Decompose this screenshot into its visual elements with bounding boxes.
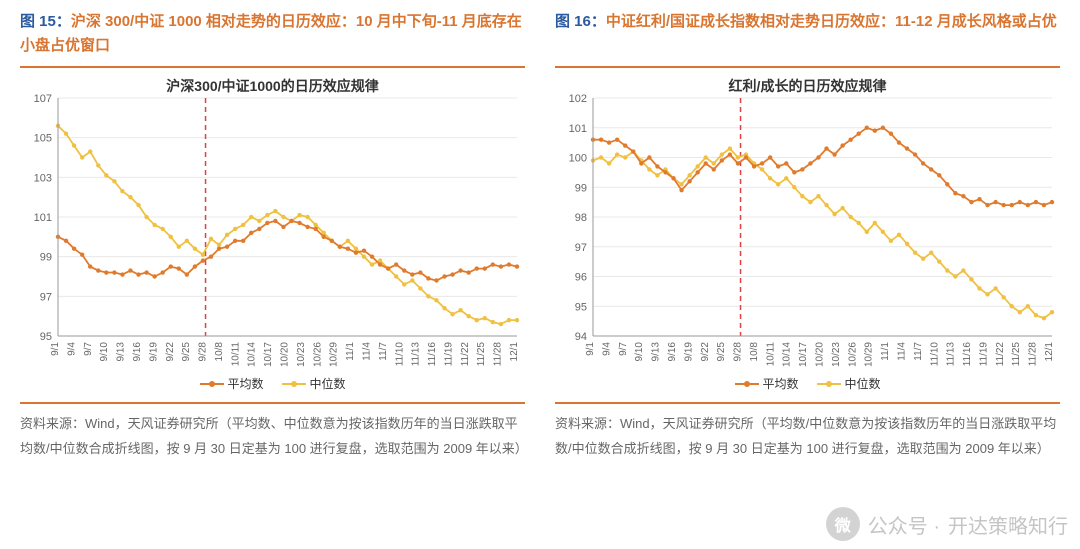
svg-text:11/25: 11/25	[476, 342, 487, 367]
svg-text:9/22: 9/22	[700, 342, 711, 362]
svg-text:12/1: 12/1	[1044, 342, 1055, 362]
svg-text:9/13: 9/13	[116, 342, 127, 362]
svg-text:9/19: 9/19	[683, 342, 694, 362]
svg-text:99: 99	[575, 182, 587, 194]
svg-text:97: 97	[40, 291, 52, 303]
svg-text:12/1: 12/1	[509, 342, 520, 362]
title-text: 沪深 300/中证 1000 相对走势的日历效应：10 月中下旬-11 月底存在…	[20, 13, 522, 54]
svg-text:101: 101	[569, 123, 587, 135]
svg-text:10/11: 10/11	[765, 342, 776, 367]
left-chart: 沪深300/中证1000的日历效应规律 9597991011031051079/…	[20, 66, 525, 396]
svg-text:11/19: 11/19	[978, 342, 989, 367]
svg-text:105: 105	[34, 133, 52, 145]
svg-text:11/19: 11/19	[443, 342, 454, 367]
svg-text:11/1: 11/1	[345, 342, 356, 361]
svg-text:9/25: 9/25	[716, 342, 727, 362]
svg-text:11/10: 11/10	[394, 342, 405, 367]
svg-text:11/1: 11/1	[880, 342, 891, 361]
svg-text:11/13: 11/13	[411, 342, 422, 367]
svg-text:11/4: 11/4	[896, 342, 907, 361]
svg-text:9/25: 9/25	[181, 342, 192, 362]
svg-text:99: 99	[40, 252, 52, 264]
right-caption: 资料来源：Wind，天风证券研究所（平均数/中位数意为按该指数历年的当日涨跌取平…	[555, 402, 1060, 461]
svg-text:103: 103	[34, 172, 52, 184]
svg-text:10/14: 10/14	[782, 342, 793, 367]
svg-text:10/20: 10/20	[815, 342, 826, 367]
svg-text:9/22: 9/22	[165, 342, 176, 362]
svg-text:9/7: 9/7	[83, 342, 94, 356]
svg-text:101: 101	[34, 212, 52, 224]
svg-text:11/16: 11/16	[962, 342, 973, 367]
svg-text:10/8: 10/8	[749, 342, 760, 362]
chart-svg: 95 97 99 101 103 105 107 9/1 9/4 9/7 9/10 9/13 9/16 9…	[20, 68, 525, 396]
svg-text:10/26: 10/26	[312, 342, 323, 367]
watermark-prefix: 公众号 ·	[868, 510, 940, 539]
svg-text:11/16: 11/16	[427, 342, 438, 367]
svg-text:10/20: 10/20	[280, 342, 291, 367]
watermark-name: 开达策略知行	[948, 510, 1068, 539]
svg-text:10/11: 10/11	[230, 342, 241, 367]
svg-text:94: 94	[575, 331, 587, 343]
svg-text:97: 97	[575, 242, 587, 254]
svg-text:102: 102	[569, 93, 587, 105]
svg-text:95: 95	[40, 331, 52, 343]
svg-text:107: 107	[34, 93, 52, 105]
legend-avg: 平均数	[199, 375, 263, 392]
svg-text:9/4: 9/4	[66, 342, 77, 356]
svg-text:9/10: 9/10	[634, 342, 645, 362]
svg-text:9/10: 9/10	[99, 342, 110, 362]
svg-text:11/7: 11/7	[913, 342, 924, 361]
legend: 平均数 中位数	[734, 375, 880, 392]
wechat-icon: 微	[826, 507, 860, 541]
legend-median: 中位数	[817, 375, 881, 392]
svg-text:11/7: 11/7	[378, 342, 389, 361]
svg-text:10/8: 10/8	[214, 342, 225, 362]
svg-text:98: 98	[575, 212, 587, 224]
right-title: 图 16：中证红利/国证成长指数相对走势日历效应：11-12 月成长风格或占优	[555, 10, 1060, 58]
left-panel: 图 15：沪深 300/中证 1000 相对走势的日历效应：10 月中下旬-11…	[20, 10, 525, 461]
right-panel: 图 16：中证红利/国证成长指数相对走势日历效应：11-12 月成长风格或占优 …	[555, 10, 1060, 461]
svg-text:9/4: 9/4	[601, 342, 612, 356]
svg-text:10/29: 10/29	[864, 342, 875, 367]
svg-text:11/4: 11/4	[361, 342, 372, 361]
svg-text:11/28: 11/28	[1028, 342, 1039, 367]
chart-svg: 94 95 96 97 98 99 100 101 102 9/1 9/4 9/7 9/10 9/13 9/…	[555, 68, 1060, 396]
svg-text:11/28: 11/28	[493, 342, 504, 367]
svg-text:10/29: 10/29	[329, 342, 340, 367]
svg-text:9/7: 9/7	[618, 342, 629, 356]
left-title: 图 15：沪深 300/中证 1000 相对走势的日历效应：10 月中下旬-11…	[20, 10, 525, 58]
svg-text:9/28: 9/28	[198, 342, 209, 362]
svg-text:96: 96	[575, 272, 587, 284]
svg-text:95: 95	[575, 301, 587, 313]
left-caption: 资料来源：Wind，天风证券研究所（平均数、中位数意为按该指数历年的当日涨跌取平…	[20, 402, 525, 461]
svg-text:10/23: 10/23	[831, 342, 842, 367]
svg-text:10/26: 10/26	[847, 342, 858, 367]
svg-text:9/1: 9/1	[585, 342, 596, 356]
svg-text:10/23: 10/23	[296, 342, 307, 367]
watermark: 微 公众号 · 开达策略知行	[826, 507, 1068, 541]
svg-text:10/14: 10/14	[247, 342, 258, 367]
svg-text:9/1: 9/1	[50, 342, 61, 356]
svg-text:11/22: 11/22	[995, 342, 1006, 367]
fig-label: 图 15：	[20, 13, 71, 30]
svg-text:11/13: 11/13	[946, 342, 957, 367]
right-chart: 红利/成长的日历效应规律 9495969798991001011029/19/4…	[555, 66, 1060, 396]
svg-text:100: 100	[569, 153, 587, 165]
fig-label: 图 16：	[555, 13, 606, 30]
legend-median: 中位数	[282, 375, 346, 392]
svg-text:11/10: 11/10	[929, 342, 940, 367]
svg-text:9/28: 9/28	[733, 342, 744, 362]
title-text: 中证红利/国证成长指数相对走势日历效应：11-12 月成长风格或占优	[606, 13, 1057, 30]
svg-text:11/25: 11/25	[1011, 342, 1022, 367]
svg-text:9/16: 9/16	[667, 342, 678, 362]
svg-text:9/13: 9/13	[651, 342, 662, 362]
svg-text:9/16: 9/16	[132, 342, 143, 362]
legend-avg: 平均数	[734, 375, 798, 392]
svg-text:9/19: 9/19	[148, 342, 159, 362]
legend: 平均数 中位数	[199, 375, 345, 392]
svg-text:10/17: 10/17	[263, 342, 274, 367]
svg-text:10/17: 10/17	[798, 342, 809, 367]
svg-text:11/22: 11/22	[460, 342, 471, 367]
